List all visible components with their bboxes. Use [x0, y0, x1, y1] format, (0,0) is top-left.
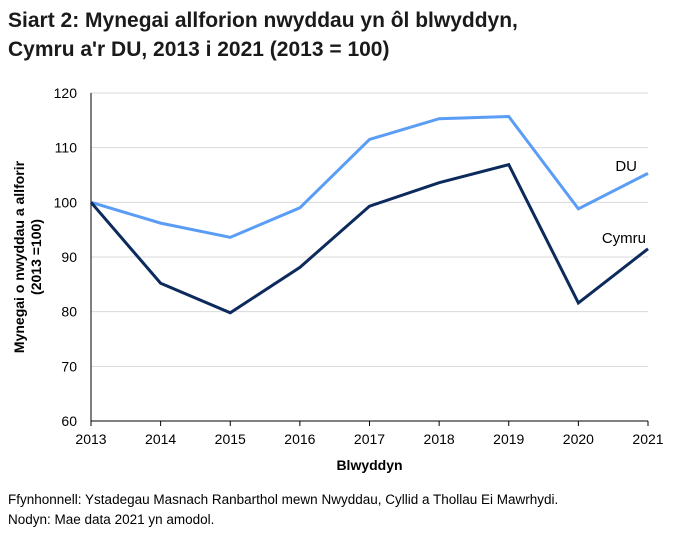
series-label-du: DU: [615, 158, 637, 175]
x-tick-label: 2016: [284, 431, 315, 447]
y-tick-label: 70: [61, 358, 77, 374]
y-axis-title-line-2: (2013 =100): [28, 219, 44, 295]
title-line-1: Siart 2: Mynegai allforion nwyddau yn ôl…: [8, 9, 518, 32]
y-tick-label: 100: [54, 194, 78, 210]
chart-title: Siart 2: Mynegai allforion nwyddau yn ôl…: [8, 6, 518, 64]
title-line-2: Cymru a'r DU, 2013 i 2021 (2013 = 100): [8, 38, 390, 61]
x-tick-label: 2018: [424, 431, 455, 447]
y-tick-label: 110: [55, 140, 78, 156]
x-tick-label: 2020: [563, 431, 594, 447]
series-label-cymru: Cymru: [602, 230, 646, 247]
x-tick-label: 2021: [632, 431, 663, 447]
x-axis-title: Blwyddyn: [336, 457, 402, 473]
series-line-du: [90, 114, 649, 239]
y-axis-title-line-1: Mynegai o nwyddau a allforir: [11, 160, 27, 353]
x-tick-label: 2014: [145, 431, 176, 447]
x-tick-label: 2013: [75, 431, 106, 447]
x-tick-label: 2017: [354, 431, 385, 447]
series-line-cymru: [89, 162, 649, 315]
y-tick-label: 120: [54, 85, 78, 101]
x-tick-label: 2019: [493, 431, 524, 447]
y-tick-label: 60: [61, 413, 77, 429]
x-tick-label: 2015: [215, 431, 246, 447]
footnote: Nodyn: Mae data 2021 yn amodol.: [8, 512, 215, 527]
y-tick-label: 90: [61, 249, 77, 265]
y-tick-label: 80: [61, 304, 77, 320]
source-note: Ffynhonnell: Ystadegau Masnach Ranbartho…: [8, 492, 559, 507]
